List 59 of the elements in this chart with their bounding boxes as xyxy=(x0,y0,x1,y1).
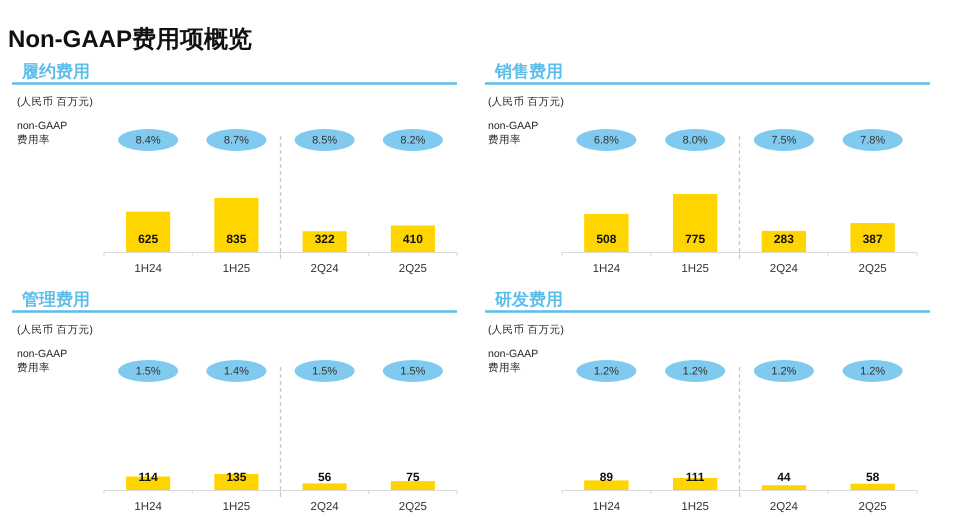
x-tick-label: 1H25 xyxy=(222,501,250,513)
data-label: 410 xyxy=(402,232,424,246)
x-tick-label: 2Q24 xyxy=(770,263,799,275)
text: 1.4% xyxy=(224,366,250,378)
data-label: 56 xyxy=(318,470,332,484)
text: 1.5% xyxy=(400,366,426,378)
text: 1.2% xyxy=(771,366,797,378)
data-label: 625 xyxy=(138,232,158,246)
x-tick-label: 2Q24 xyxy=(310,501,340,513)
x-tick-label: 2Q24 xyxy=(770,501,799,513)
x-tick-label: 2Q25 xyxy=(858,263,887,275)
text: 7.5% xyxy=(771,134,797,146)
text: 6.8% xyxy=(594,134,620,146)
x-tick-label: 1H24 xyxy=(134,501,162,513)
data-label: 89 xyxy=(600,470,614,484)
text: non-GAAP 费用率 xyxy=(488,348,538,374)
text: non-GAAP 费用率 xyxy=(17,348,68,374)
text: 8.2% xyxy=(400,134,426,146)
text: non-GAAP 费用率 xyxy=(488,120,538,146)
text: 8.4% xyxy=(136,134,161,146)
text: 8.5% xyxy=(312,134,338,146)
x-tick-label: 2Q25 xyxy=(398,263,427,275)
text: 1.5% xyxy=(136,366,161,378)
text: 7.8% xyxy=(860,134,886,146)
chart-subtitle: 履约费用 xyxy=(21,62,90,81)
text: (人民币 百万元) xyxy=(17,323,93,336)
chart-subtitle: 销售费用 xyxy=(494,62,563,81)
x-tick-label: 1H25 xyxy=(681,263,709,275)
data-label: 44 xyxy=(777,470,791,484)
text: non-GAAP 费用率 xyxy=(17,120,68,146)
data-label: 75 xyxy=(406,470,420,484)
x-tick-label: 2Q25 xyxy=(398,501,427,513)
text: 1.2% xyxy=(860,366,886,378)
text: 1.5% xyxy=(312,366,338,378)
x-tick-label: 2Q25 xyxy=(858,501,887,513)
data-label: 58 xyxy=(866,470,880,484)
data-label: 322 xyxy=(314,232,335,246)
text: 8.0% xyxy=(682,134,708,146)
chart-subtitle: 研发费用 xyxy=(494,290,563,309)
x-tick-label: 1H24 xyxy=(134,263,162,275)
text: (人民币 百万元) xyxy=(488,323,564,336)
x-tick-label: 1H24 xyxy=(592,501,621,513)
x-tick-label: 2Q24 xyxy=(310,263,340,275)
data-label: 135 xyxy=(226,470,247,484)
text: (人民币 百万元) xyxy=(17,95,93,108)
text: 1.2% xyxy=(594,366,620,378)
x-tick-label: 1H25 xyxy=(222,263,250,275)
data-label: 775 xyxy=(685,232,706,246)
data-label: 835 xyxy=(226,232,247,246)
chart-subtitle: 管理费用 xyxy=(21,290,90,309)
x-tick-label: 1H24 xyxy=(592,263,621,275)
text: 1.2% xyxy=(682,366,708,378)
text: (人民币 百万元) xyxy=(488,95,564,108)
x-tick-label: 1H25 xyxy=(681,501,709,513)
data-label: 387 xyxy=(862,232,883,246)
data-label: 283 xyxy=(774,232,794,246)
data-label: 508 xyxy=(596,232,617,246)
chart-title: Non-GAAP费用项概览 xyxy=(8,26,252,53)
text: 8.7% xyxy=(224,134,250,146)
